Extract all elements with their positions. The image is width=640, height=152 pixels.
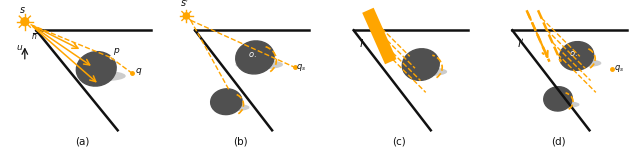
Circle shape	[21, 18, 29, 26]
Ellipse shape	[559, 42, 594, 70]
Ellipse shape	[211, 89, 242, 115]
Text: $n$: $n$	[31, 32, 37, 41]
Text: (c): (c)	[392, 137, 406, 147]
Ellipse shape	[404, 68, 447, 76]
Ellipse shape	[561, 60, 600, 67]
Text: $s'$: $s'$	[180, 0, 189, 9]
Ellipse shape	[79, 71, 125, 81]
Ellipse shape	[236, 60, 282, 69]
Text: $l'$: $l'$	[516, 37, 525, 50]
Text: (b): (b)	[234, 137, 248, 147]
Text: $o.$: $o.$	[570, 49, 578, 58]
Text: $q$: $q$	[135, 66, 142, 77]
Ellipse shape	[544, 87, 572, 111]
Ellipse shape	[236, 41, 274, 74]
Circle shape	[183, 13, 189, 19]
Text: $s$: $s$	[19, 5, 26, 15]
Text: (a): (a)	[75, 137, 89, 147]
Text: $p$: $p$	[113, 46, 121, 57]
Text: $q_s$: $q_s$	[296, 62, 307, 73]
Ellipse shape	[212, 104, 249, 111]
Ellipse shape	[546, 102, 579, 107]
Text: (d): (d)	[551, 137, 565, 147]
Text: $q_s$: $q_s$	[614, 63, 624, 74]
Text: $u$: $u$	[16, 43, 24, 52]
Text: $l$: $l$	[359, 37, 364, 49]
Text: $o.$: $o.$	[248, 50, 257, 59]
Ellipse shape	[76, 52, 116, 86]
Ellipse shape	[403, 49, 439, 80]
